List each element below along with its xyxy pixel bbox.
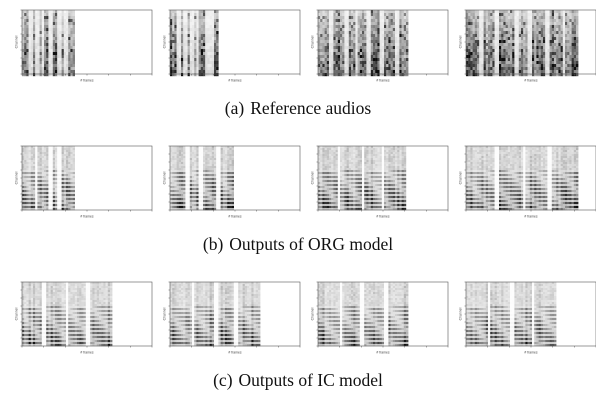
spectrogram-image xyxy=(466,282,556,346)
y-axis-label: Channel xyxy=(163,307,167,320)
x-axis-label: # frames xyxy=(80,79,93,83)
subfigure-title: Outputs of IC model xyxy=(239,370,383,390)
y-axis-label: Channel xyxy=(459,35,463,48)
spectrogram-panel: Channel # frames xyxy=(310,280,450,362)
x-axis-label: # frames xyxy=(228,79,241,83)
spectrogram-image xyxy=(170,146,234,210)
y-axis-label: Channel xyxy=(459,171,463,184)
spectrogram-panel: Channel # frames xyxy=(162,144,302,226)
spectrogram-panel: Channel # frames xyxy=(458,8,596,90)
spectrogram-image xyxy=(318,282,408,346)
spectrogram-image xyxy=(22,146,75,210)
spectrogram-image xyxy=(170,282,260,346)
spectrogram-image xyxy=(318,10,408,76)
spectrogram-svg: Channel # frames xyxy=(162,8,302,90)
spectrogram-image xyxy=(22,10,75,76)
spectrogram-panel: Channel # frames xyxy=(310,144,450,226)
subfigure-caption: (b) Outputs of ORG model xyxy=(0,234,596,254)
y-axis-label: Channel xyxy=(311,171,315,184)
spectrogram-panel: Channel # frames xyxy=(162,8,302,90)
subfigure-label: (b) xyxy=(203,234,223,254)
spectrogram-svg: Channel # frames xyxy=(458,280,596,362)
spectrogram-panel: Channel # frames xyxy=(310,8,450,90)
x-axis-label: # frames xyxy=(524,215,537,219)
spectrogram-image xyxy=(22,282,112,346)
spectrogram-panel: Channel # frames xyxy=(162,280,302,362)
y-axis-label: Channel xyxy=(15,35,19,48)
spectrogram-svg: Channel # frames xyxy=(458,8,596,90)
spectrogram-image xyxy=(466,10,578,76)
x-axis-label: # frames xyxy=(524,79,537,83)
spectrogram-panel: Channel # frames xyxy=(458,144,596,226)
x-axis-label: # frames xyxy=(376,215,389,219)
spectrogram-panel: Channel # frames xyxy=(14,144,154,226)
subfigure-title: Outputs of ORG model xyxy=(229,234,393,254)
spectrogram-panel: Channel # frames xyxy=(14,280,154,362)
spectrogram-image xyxy=(466,146,578,210)
y-axis-label: Channel xyxy=(15,171,19,184)
y-axis-label: Channel xyxy=(15,307,19,320)
spectrogram-svg: Channel # frames xyxy=(14,144,154,226)
spectrogram-svg: Channel # frames xyxy=(162,144,302,226)
spectrogram-svg: Channel # frames xyxy=(14,8,154,90)
subfigure-caption: (c) Outputs of IC model xyxy=(0,370,596,390)
x-axis-label: # frames xyxy=(228,351,241,355)
subfigure-label: (c) xyxy=(213,370,232,390)
spectrogram-panel: Channel # frames xyxy=(14,8,154,90)
spectrogram-image xyxy=(170,10,219,76)
spectrogram-panel: Channel # frames xyxy=(458,280,596,362)
spectrogram-svg: Channel # frames xyxy=(310,144,450,226)
x-axis-label: # frames xyxy=(376,79,389,83)
spectrogram-svg: Channel # frames xyxy=(310,280,450,362)
x-axis-label: # frames xyxy=(524,351,537,355)
y-axis-label: Channel xyxy=(311,307,315,320)
x-axis-label: # frames xyxy=(80,351,93,355)
spectrogram-image xyxy=(318,146,406,210)
row-reference: Channel # frames Channel # frames Channel #… xyxy=(0,8,596,133)
y-axis-label: Channel xyxy=(459,307,463,320)
x-axis-label: # frames xyxy=(376,351,389,355)
y-axis-label: Channel xyxy=(163,35,167,48)
spectrogram-svg: Channel # frames xyxy=(458,144,596,226)
row-ic-model: Channel # frames Channel # frames Channel #… xyxy=(0,280,596,405)
spectrogram-svg: Channel # frames xyxy=(162,280,302,362)
spectrogram-svg: Channel # frames xyxy=(14,280,154,362)
subfigure-label: (a) xyxy=(225,98,244,118)
subfigure-caption: (a) Reference audios xyxy=(0,98,596,118)
y-axis-label: Channel xyxy=(163,171,167,184)
spectrogram-svg: Channel # frames xyxy=(310,8,450,90)
row-org-model: Channel # frames Channel # frames Channel #… xyxy=(0,144,596,269)
x-axis-label: # frames xyxy=(228,215,241,219)
y-axis-label: Channel xyxy=(311,35,315,48)
x-axis-label: # frames xyxy=(80,215,93,219)
subfigure-title: Reference audios xyxy=(250,98,371,118)
